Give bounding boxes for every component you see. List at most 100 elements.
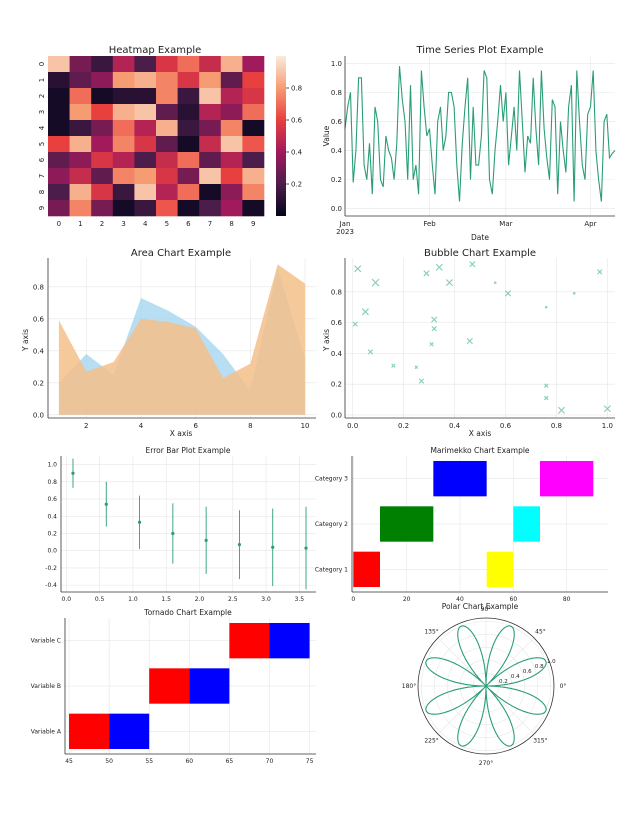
category-label: Category 2 — [315, 521, 348, 528]
heatmap-cell — [220, 120, 243, 137]
heatmap-row-label: 5 — [38, 142, 46, 146]
heatmap-cell — [112, 88, 135, 105]
heatmap-cell — [242, 56, 265, 73]
bubble-title: Bubble Chart Example — [424, 248, 536, 259]
heatmap-cell — [177, 104, 200, 121]
heatmap-cell — [177, 184, 200, 201]
radial-tick-label: 0.4 — [511, 674, 520, 680]
error-bar-point — [271, 545, 275, 549]
heatmap-cell — [199, 200, 222, 217]
x-tick-label: 1.0 — [128, 596, 138, 603]
heatmap-col-label: 5 — [165, 220, 169, 228]
bubble-point — [414, 365, 419, 369]
heatmap-col-label: 0 — [57, 220, 61, 228]
heatmap-cell — [199, 136, 222, 153]
heatmap-cell — [156, 88, 178, 105]
bubble-point — [466, 337, 473, 345]
angle-tick-label: 135° — [424, 629, 438, 636]
heatmap-cell — [177, 168, 200, 185]
y-tick-label: 0.6 — [33, 315, 45, 323]
heatmap-cell — [134, 56, 157, 73]
marimekko-bar — [513, 506, 540, 542]
bubble-point — [367, 349, 374, 355]
heatmap-cell — [91, 184, 114, 201]
x-tick-label: 0 — [351, 596, 355, 603]
heatmap-cell — [199, 168, 222, 185]
heatmap-cell — [134, 200, 157, 217]
bubble-point — [544, 305, 548, 309]
x-tick-label: 3.5 — [295, 596, 305, 603]
angle-tick-label: 270° — [479, 760, 493, 767]
heatmap-cell — [91, 88, 114, 105]
error-bar-point — [204, 538, 208, 542]
colorbar-tick-label: 0.2 — [291, 181, 302, 189]
y-tick-label: 0.8 — [331, 288, 342, 296]
area-series-2 — [58, 264, 306, 415]
radial-tick-label: 0.2 — [499, 679, 508, 685]
heatmap-row-label: 6 — [38, 157, 46, 162]
heatmap-cell — [91, 152, 114, 169]
bubble-point — [423, 270, 430, 277]
heatmap-row-label: 3 — [38, 110, 46, 114]
bubble-point — [603, 405, 611, 413]
x-tick-label: 65 — [226, 758, 234, 765]
heatmap-cell — [156, 200, 178, 217]
heatmap-cell — [199, 56, 222, 73]
heatmap-cell — [134, 168, 157, 185]
heatmap-cell — [69, 56, 92, 73]
x-tick-label: 2023 — [336, 228, 354, 236]
heatmap-col-label: 1 — [78, 220, 82, 228]
bubble-ylabel: Y axis — [322, 329, 331, 352]
marimekko-chart: Marimekko Chart Example 0 20 40 60 80 Categor… — [315, 446, 608, 603]
heatmap-cell — [48, 104, 70, 121]
heatmap-cell — [199, 120, 222, 137]
heatmap-cell — [48, 136, 70, 153]
heatmap-cell — [112, 72, 135, 89]
heatmap-chart: Heatmap Example 0 1 2 3 4 5 6 7 8 9 0 1 2 3 4 5 6 7 8 9 0.… — [38, 45, 303, 228]
bubble-point — [391, 363, 396, 368]
y-tick-label: 0.4 — [331, 350, 343, 358]
errorbar-chart: Error Bar Plot Example -0.4 -0.2 0.0 0.2 0.4… — [45, 446, 316, 603]
heatmap-cell — [48, 120, 70, 137]
x-tick-label: 0.0 — [62, 596, 72, 603]
heatmap-cell — [69, 120, 92, 137]
heatmap-cell — [242, 72, 265, 89]
heatmap-cell — [48, 168, 70, 185]
heatmap-cell — [177, 200, 200, 217]
heatmap-cell — [177, 56, 200, 73]
heatmap-cell — [134, 136, 157, 153]
error-bar-point — [171, 531, 175, 536]
y-tick-label: 0.2 — [47, 530, 57, 537]
heatmap-cell — [220, 56, 243, 73]
category-label: Category 3 — [315, 476, 348, 483]
heatmap-cell — [112, 104, 135, 121]
angle-tick-label: 90° — [481, 606, 492, 613]
bubble-xlabel: X axis — [469, 429, 492, 438]
y-tick-label: 0.2 — [331, 176, 342, 184]
x-tick-label: 60 — [510, 596, 518, 603]
marimekko-bar — [380, 506, 434, 542]
bubble-point — [493, 281, 497, 285]
x-tick-label: Jan — [339, 220, 351, 228]
angle-tick-label: 0° — [560, 683, 567, 690]
heatmap-cell — [69, 200, 92, 217]
polar-rose-line — [425, 625, 547, 747]
x-tick-label: 0.0 — [347, 422, 358, 430]
heatmap-cell — [156, 120, 178, 137]
heatmap-cell — [69, 184, 92, 201]
error-bar-point — [71, 471, 75, 475]
heatmap-row-label: 4 — [38, 125, 46, 130]
heatmap-cell — [112, 168, 135, 185]
heatmap-cell — [91, 104, 114, 121]
y-tick-label: 0.6 — [331, 118, 343, 126]
errorbar-title: Error Bar Plot Example — [146, 446, 231, 455]
error-bar-point — [104, 502, 108, 506]
area-ylabel: Y axis — [21, 329, 30, 352]
x-tick-label: Feb — [423, 220, 436, 228]
heatmap-cell — [199, 72, 222, 89]
polar-chart: Polar Chart Example 0° 45° 90° 135° 180° 225°… — [402, 602, 567, 767]
marimekko-bar — [540, 460, 594, 497]
heatmap-colorbar — [276, 56, 286, 216]
heatmap-cell — [199, 184, 222, 201]
heatmap-cell — [156, 72, 178, 89]
